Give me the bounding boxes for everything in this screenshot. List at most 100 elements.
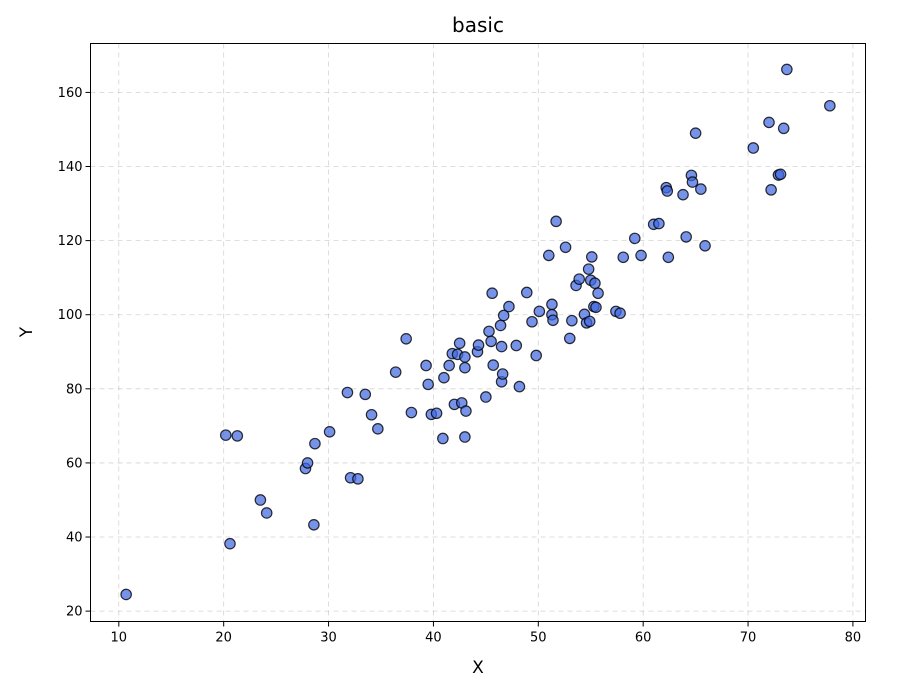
y-tick-label: 40 <box>66 531 83 546</box>
scatter-point <box>405 406 418 419</box>
x-tick-label: 20 <box>215 631 232 646</box>
scatter-point <box>513 380 526 393</box>
y-axis-ticks: 20 40 60 80 100 120 140 160 <box>58 86 91 620</box>
scatter-point <box>583 315 596 328</box>
scatter-point <box>533 305 546 318</box>
scatter-point <box>301 457 314 469</box>
y-tick-label: 160 <box>58 86 83 101</box>
scatter-point <box>824 99 836 112</box>
scatter-point <box>430 407 443 420</box>
scatter-point <box>443 359 455 372</box>
grid <box>90 43 866 622</box>
scatter-point <box>653 217 665 230</box>
x-tick-label: 50 <box>530 631 547 646</box>
scatter-point <box>582 263 595 275</box>
scatter-point <box>495 340 508 353</box>
x-tick-label: 30 <box>320 631 337 646</box>
scatter-point <box>566 314 578 327</box>
scatter-point <box>530 349 543 362</box>
scatter-point <box>559 241 572 254</box>
scatter-point <box>359 388 372 401</box>
scatter-point <box>231 430 244 442</box>
scatter-point <box>680 231 692 243</box>
scatter-point <box>661 185 674 197</box>
scatter-point <box>389 366 402 378</box>
scatter-point <box>323 425 336 438</box>
scatter-point <box>483 325 495 338</box>
scatter-point <box>438 371 450 384</box>
scatter-point <box>459 431 471 443</box>
chart-title: basic <box>452 13 504 37</box>
scatter-point <box>781 63 793 76</box>
scatter-point <box>699 240 711 252</box>
scatter-point <box>510 339 523 352</box>
scatter-point <box>774 168 787 181</box>
scatter-point <box>662 251 675 264</box>
scatter-point <box>486 287 498 300</box>
scatter-point <box>686 176 699 188</box>
scatter-point <box>635 249 647 262</box>
scatter-point <box>689 127 702 139</box>
scatter-point <box>120 588 132 601</box>
scatter-point <box>254 494 267 506</box>
scatter-point <box>459 351 471 363</box>
plot-frame <box>90 43 866 622</box>
data-points <box>120 63 836 601</box>
scatter-point <box>563 332 576 345</box>
scatter-point <box>497 309 510 322</box>
scatter-point <box>459 361 471 374</box>
y-tick-label: 20 <box>66 605 83 620</box>
scatter-point <box>503 300 515 313</box>
scatter-point <box>494 319 507 332</box>
scatter-point <box>614 307 626 320</box>
x-axis-label: X <box>472 658 484 678</box>
scatter-point <box>546 298 558 311</box>
scatter-point <box>777 122 790 135</box>
scatter-point <box>590 301 602 314</box>
scatter-point <box>365 408 378 421</box>
scatter-point <box>573 273 586 285</box>
scatter-point <box>765 184 777 196</box>
scatter-point <box>763 116 775 129</box>
scatter-point <box>485 335 497 348</box>
scatter-point <box>219 429 232 441</box>
x-tick-label: 80 <box>845 631 862 646</box>
scatter-point <box>550 215 562 228</box>
scatter-point <box>526 315 538 328</box>
scatter-point <box>309 437 321 450</box>
scatter-point <box>592 287 604 300</box>
scatter-point <box>585 251 598 263</box>
y-tick-label: 100 <box>58 308 83 323</box>
y-tick-label: 140 <box>58 160 83 175</box>
scatter-point <box>372 423 384 435</box>
scatter-point <box>460 405 472 417</box>
scatter-point <box>422 378 434 391</box>
scatter-point <box>420 359 432 372</box>
scatter-point <box>480 391 492 403</box>
scatter-point <box>589 277 601 290</box>
scatter-point <box>496 368 509 380</box>
x-tick-label: 10 <box>111 631 128 646</box>
scatter-point <box>520 286 533 299</box>
x-tick-label: 70 <box>740 631 757 646</box>
y-tick-label: 60 <box>66 456 83 471</box>
scatter-point <box>695 183 707 195</box>
scatter-point <box>260 507 273 519</box>
scatter-point <box>400 332 412 345</box>
scatter-point <box>677 188 689 201</box>
scatter-point <box>542 249 555 262</box>
y-tick-label: 80 <box>66 382 83 397</box>
scatter-point <box>308 518 320 531</box>
scatter-point <box>352 473 364 485</box>
scatter-point <box>617 251 630 264</box>
scatter-point <box>341 386 354 399</box>
scatter-point <box>437 432 449 445</box>
x-tick-label: 40 <box>425 631 442 646</box>
y-tick-label: 120 <box>58 234 83 249</box>
scatter-point <box>487 359 500 371</box>
y-axis-label: Y <box>17 326 37 338</box>
scatter-point <box>224 537 236 550</box>
scatter-point <box>472 339 485 351</box>
